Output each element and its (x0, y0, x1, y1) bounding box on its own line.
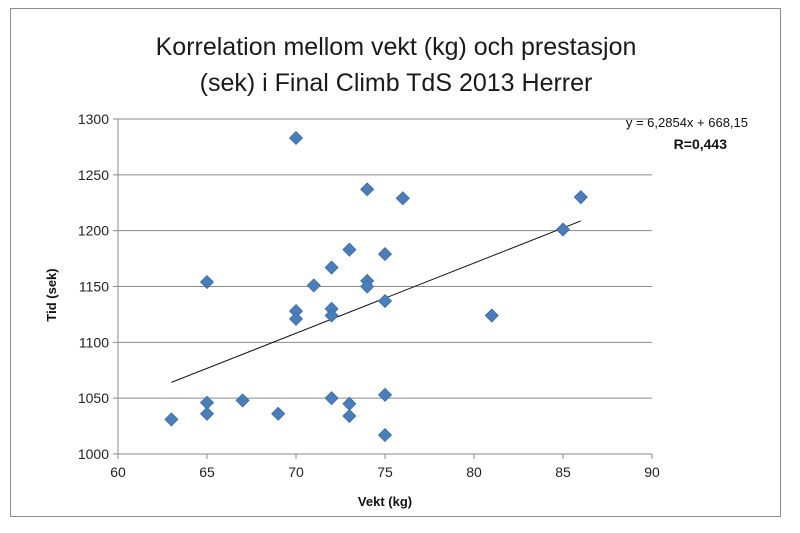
x-tick-label: 65 (199, 464, 215, 480)
scatter-point (288, 311, 304, 326)
scatter-point (324, 260, 339, 275)
y-tick-label: 1300 (78, 111, 109, 127)
scatter-point (377, 247, 393, 262)
scatter-point (164, 412, 179, 427)
scatter-point (288, 130, 304, 146)
x-tick-label: 60 (110, 464, 126, 480)
chart-title-line-2: (sek) i Final Climb TdS 2013 Herrer (200, 69, 593, 97)
tick-labels: 1000 1050 1100 1150 1200 1250 1300 60 65 70 75 80 85… (78, 111, 660, 480)
axes (113, 118, 653, 459)
y-tick-label: 1150 (79, 279, 109, 295)
scatter-point (324, 308, 339, 323)
x-tick-label: 90 (644, 464, 660, 480)
scatter-point (271, 406, 286, 421)
scatter-point (342, 396, 357, 411)
x-tick-label: 85 (555, 464, 571, 480)
x-tick-label: 80 (466, 464, 482, 480)
scatter-point (377, 293, 393, 309)
data-points (164, 130, 588, 443)
scatter-chart: Korrelation mellom vekt (kg) och prestas… (44, 33, 748, 509)
scatter-point (573, 190, 588, 205)
y-tick-label: 1050 (78, 390, 109, 406)
trendline-group (171, 220, 581, 383)
x-tick-label: 70 (288, 464, 304, 480)
scatter-point (235, 393, 250, 408)
scatter-point (324, 391, 339, 406)
x-axis-label: Vekt (kg) (358, 494, 412, 509)
scatter-point (377, 387, 393, 402)
y-axis-label: Tid (sek) (44, 268, 59, 321)
scatter-point (555, 222, 571, 237)
correlation-label: R=0,443 (674, 136, 728, 152)
trendline (171, 220, 581, 383)
scatter-point (484, 308, 499, 323)
scatter-point (199, 274, 215, 290)
scatter-point (360, 182, 375, 197)
y-tick-label: 1250 (78, 167, 109, 183)
chart-title-line-1: Korrelation mellom vekt (kg) och prestas… (156, 33, 637, 61)
x-tick-label: 75 (377, 464, 393, 480)
y-tick-label: 1100 (79, 334, 109, 350)
chart-frame: Korrelation mellom vekt (kg) och prestas… (10, 8, 781, 517)
scatter-point (395, 191, 410, 206)
scatter-point (360, 279, 375, 294)
y-tick-label: 1000 (78, 446, 109, 462)
scatter-point (306, 278, 321, 293)
trendline-equation: y = 6,2854x + 668,15 (626, 115, 748, 130)
scatter-point (199, 406, 215, 421)
scatter-point (342, 242, 357, 257)
scatter-point (377, 427, 393, 443)
y-tick-label: 1200 (78, 223, 109, 239)
scatter-point (342, 408, 357, 424)
